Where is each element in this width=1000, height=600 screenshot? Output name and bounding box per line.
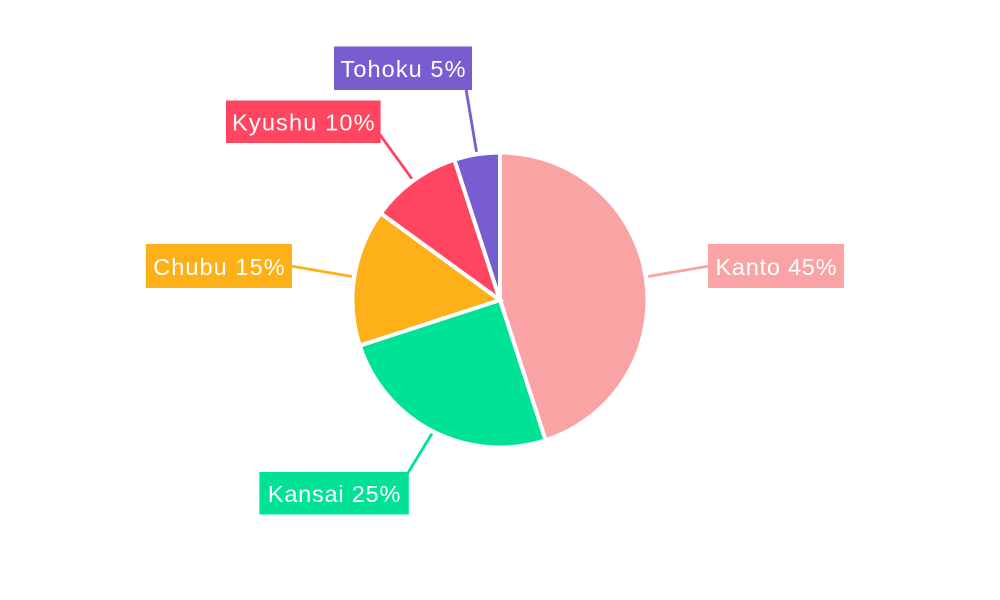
svg-text:Chubu 15%: Chubu 15% [153, 254, 285, 280]
svg-text:Kansai 25%: Kansai 25% [268, 481, 401, 507]
svg-text:Kyushu 10%: Kyushu 10% [232, 110, 375, 136]
svg-text:Kanto 45%: Kanto 45% [716, 254, 837, 280]
svg-text:Tohoku 5%: Tohoku 5% [341, 56, 466, 82]
